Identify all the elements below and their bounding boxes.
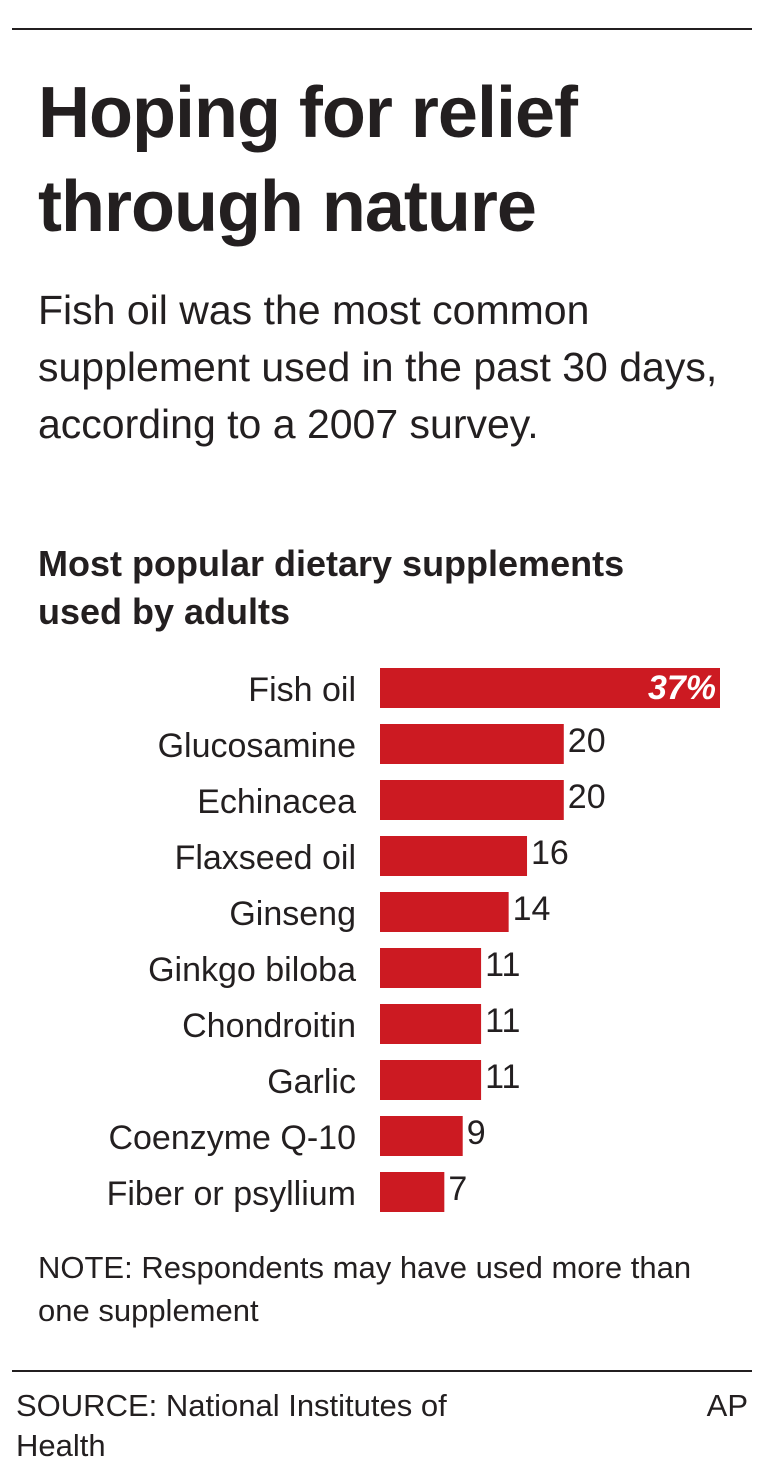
- category-label: Ginseng: [229, 895, 356, 933]
- headline: Hoping for relief through nature: [38, 73, 578, 247]
- top-rule: [12, 28, 752, 30]
- bottom-rule: [12, 1370, 752, 1372]
- value-label: 9: [467, 1114, 486, 1152]
- bar: [380, 948, 482, 988]
- value-label: 14: [513, 890, 551, 928]
- chart-title: Most popular dietary supplements used by…: [38, 543, 625, 632]
- value-label: 11: [485, 1002, 520, 1040]
- subhead: Fish oil was the most common supplement …: [38, 287, 718, 447]
- category-label: Coenzyme Q-10: [108, 1119, 356, 1157]
- category-label: Chondroitin: [182, 1007, 356, 1045]
- bar: [380, 780, 564, 820]
- category-label: Fiber or psyllium: [107, 1175, 356, 1213]
- value-label: 37%: [648, 669, 716, 707]
- bar: [380, 1116, 463, 1156]
- value-label: 7: [448, 1170, 467, 1208]
- bar: [380, 668, 720, 708]
- bar: [380, 724, 564, 764]
- value-label: 16: [531, 834, 569, 872]
- agency-credit: AP: [706, 1388, 748, 1423]
- bar: [380, 892, 509, 932]
- bar: [380, 1172, 445, 1212]
- category-label: Ginkgo biloba: [148, 951, 356, 989]
- value-label: 20: [568, 722, 606, 760]
- bar: [380, 1060, 482, 1100]
- value-label: 11: [485, 1058, 520, 1096]
- value-label: 20: [568, 778, 606, 816]
- category-label: Flaxseed oil: [175, 839, 356, 877]
- bar: [380, 1004, 482, 1044]
- note: NOTE: Respondents may have used more tha…: [38, 1250, 692, 1328]
- category-label: Garlic: [267, 1063, 356, 1101]
- category-label: Echinacea: [197, 783, 356, 821]
- value-label: 11: [485, 946, 520, 984]
- bar: [380, 836, 528, 876]
- bar-chart: Fish oil 37% Glucosamine 20 Echinacea 20 Flaxs…: [107, 668, 720, 1213]
- category-label: Fish oil: [248, 671, 356, 709]
- source-credit: SOURCE: National Institutes of Health: [16, 1388, 447, 1463]
- category-label: Glucosamine: [158, 727, 356, 765]
